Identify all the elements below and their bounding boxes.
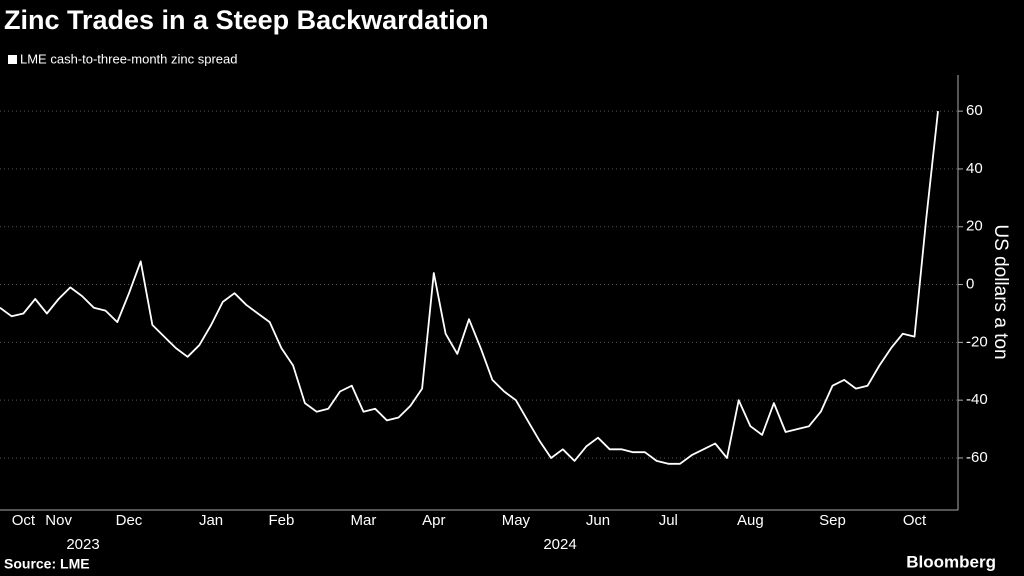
x-tick-label: Jul	[659, 512, 678, 529]
year-label: 2024	[543, 536, 576, 553]
x-tick-label: Dec	[116, 512, 143, 529]
chart-title: Zinc Trades in a Steep Backwardation	[4, 5, 489, 35]
y-tick-label: 0	[966, 276, 974, 293]
x-tick-label: Feb	[268, 512, 294, 529]
x-tick-label: Jun	[586, 512, 610, 529]
brand: Bloomberg	[906, 552, 996, 571]
data-line	[0, 111, 939, 465]
y-tick-label: 40	[966, 160, 983, 177]
y-tick-label: 20	[966, 218, 983, 235]
x-tick-label: Oct	[12, 512, 36, 529]
y-tick-label: -40	[966, 391, 988, 408]
x-tick-label: Nov	[45, 512, 72, 529]
legend-label: LME cash-to-three-month zinc spread	[20, 51, 237, 66]
x-tick-label: Jan	[199, 512, 223, 529]
y-tick-label: -60	[966, 449, 988, 466]
x-tick-label: Sep	[819, 512, 846, 529]
x-tick-label: Mar	[351, 512, 377, 529]
legend-swatch	[8, 55, 17, 64]
year-label: 2023	[66, 536, 99, 553]
source: Source: LME	[4, 556, 90, 572]
x-tick-label: Aug	[737, 512, 764, 529]
x-tick-label: Oct	[903, 512, 927, 529]
x-tick-label: Apr	[422, 512, 445, 529]
x-tick-label: May	[502, 512, 531, 529]
y-tick-label: 60	[966, 102, 983, 119]
y-axis-label: US dollars a ton	[990, 224, 1011, 359]
y-tick-label: -20	[966, 333, 988, 350]
